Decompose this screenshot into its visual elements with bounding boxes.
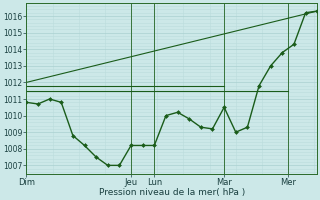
X-axis label: Pression niveau de la mer( hPa ): Pression niveau de la mer( hPa ) [99,188,245,197]
